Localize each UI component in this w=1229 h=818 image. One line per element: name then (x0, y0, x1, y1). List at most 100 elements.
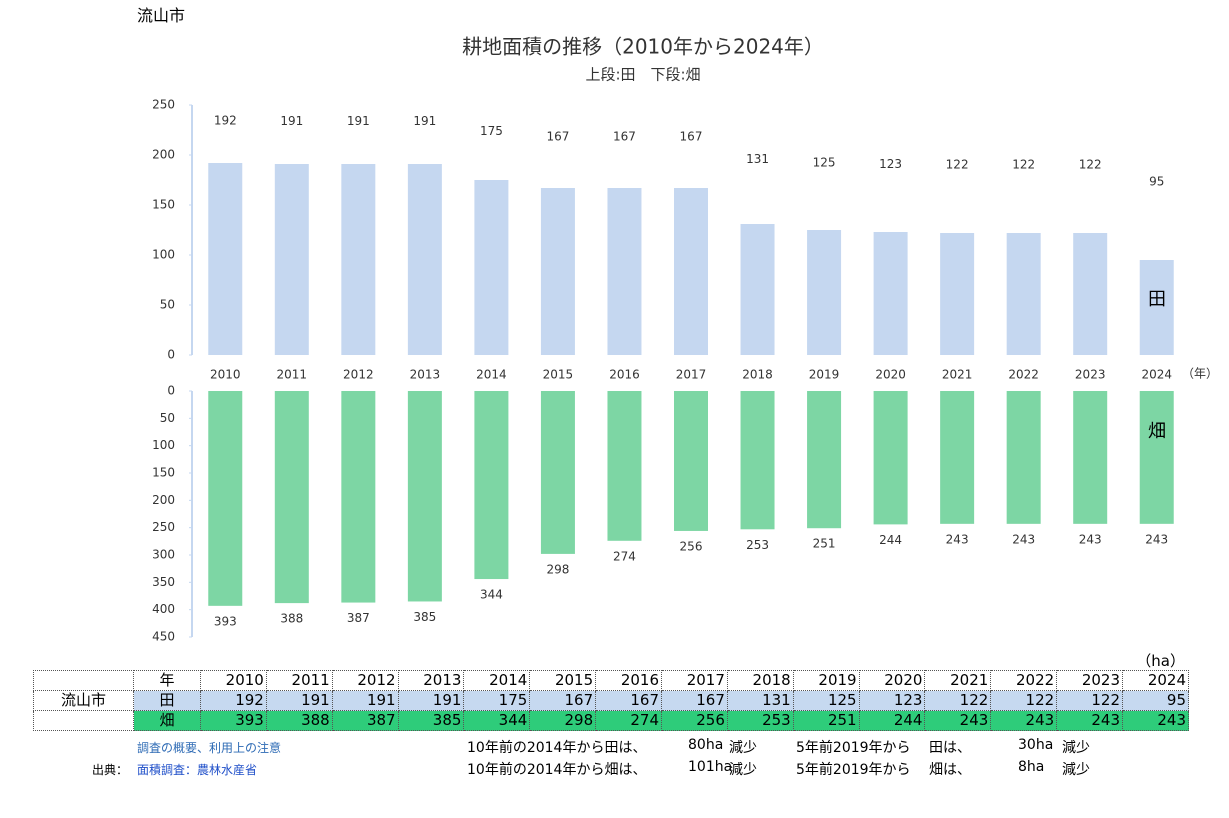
city-label: 流山市 (137, 6, 186, 25)
data-label: 191 (347, 114, 370, 128)
bar (208, 391, 243, 606)
data-row: 流山市田 192 191 191 191 175 167 167 167 131 125 123 122… (33, 690, 1189, 711)
x-tick-label: 2019 (809, 368, 840, 382)
year-cell: 2016 (595, 670, 663, 691)
data-label: 125 (813, 156, 836, 170)
y-tick-label: 50 (160, 298, 175, 312)
data-label: 122 (1079, 158, 1102, 172)
data-table: 年 2010 2011 2012 2013 2014 2015 2016 2017 2018 201… (33, 670, 1189, 731)
x-tick-label: 2024 (1141, 368, 1172, 382)
summary-text: 5年前2019年から (796, 740, 911, 756)
bar (540, 188, 575, 355)
bar (674, 391, 708, 531)
summary-text: 30ha (1018, 737, 1054, 753)
data-label: 256 (680, 539, 703, 553)
data-label: 385 (413, 610, 436, 624)
value-cell: 191 (331, 690, 399, 711)
data-label: 191 (280, 114, 303, 128)
value-cell: 253 (726, 710, 794, 731)
data-label: 191 (413, 114, 436, 128)
y-tick-label: 450 (152, 630, 175, 644)
bar (274, 164, 309, 355)
year-cell: 2019 (792, 670, 860, 691)
summary-text: 101ha (688, 759, 733, 775)
x-tick-label: 2020 (875, 368, 906, 382)
value-cell: 167 (661, 690, 728, 711)
value-cell: 122 (924, 690, 992, 711)
series-label: 畑 (1148, 421, 1166, 442)
source-link[interactable]: 面積調査：農林水産省 (137, 763, 258, 777)
data-label: 167 (680, 129, 703, 143)
y-tick-label: 0 (167, 384, 175, 398)
bar (607, 188, 642, 355)
value-cell: 244 (858, 710, 926, 731)
value-cell: 131 (726, 690, 794, 711)
bar (807, 391, 842, 529)
bar (274, 391, 309, 604)
year-cell: 2015 (529, 670, 597, 691)
y-tick-label: 200 (152, 148, 175, 162)
data-label: 122 (1012, 158, 1035, 172)
y-tick-label: 100 (152, 438, 175, 452)
bar (1139, 391, 1174, 524)
data-label: 344 (480, 588, 503, 602)
bar (1139, 260, 1174, 355)
bar (740, 391, 775, 530)
x-unit: （年） (1182, 367, 1218, 381)
value-cell: 388 (265, 710, 333, 731)
year-cell: 2011 (265, 670, 333, 691)
data-label: 298 (546, 562, 569, 576)
empty-cell (33, 670, 134, 691)
overview-link[interactable]: 調査の概要、利用上の注意 (137, 741, 282, 755)
summary-text: 畑は、 (929, 762, 971, 778)
summary-text: 5年前2019年から (796, 762, 911, 778)
data-label: 243 (1012, 532, 1035, 546)
city-cell: 流山市 (33, 690, 134, 711)
y-tick-label: 100 (152, 248, 175, 262)
data-label: 122 (946, 158, 969, 172)
data-label: 244 (879, 533, 902, 547)
year-cell: 2024 (1122, 670, 1189, 691)
bar (607, 391, 642, 541)
value-cell: 175 (463, 690, 531, 711)
value-cell: 192 (200, 690, 267, 711)
x-tick-label: 2014 (476, 368, 507, 382)
year-cell: 2013 (397, 670, 465, 691)
x-tick-label: 2015 (543, 368, 574, 382)
y-tick-label: 0 (167, 348, 175, 362)
value-cell: 274 (595, 710, 663, 731)
value-cell: 385 (397, 710, 465, 731)
data-label: 243 (946, 532, 969, 546)
bar (208, 163, 243, 355)
bar (873, 232, 908, 355)
value-cell: 123 (858, 690, 926, 711)
year-cell: 2023 (1056, 670, 1124, 691)
year-cell: 2018 (726, 670, 794, 691)
data-label: 274 (613, 549, 636, 563)
bar (940, 233, 975, 355)
y-tick-label: 150 (152, 198, 175, 212)
value-cell: 122 (1056, 690, 1124, 711)
value-cell: 344 (463, 710, 531, 731)
value-cell: 167 (595, 690, 663, 711)
bar (341, 391, 376, 603)
y-tick-label: 50 (160, 411, 175, 425)
summary-text: 10年前の2014年から畑は、 (467, 762, 647, 778)
y-tick-label: 200 (152, 493, 175, 507)
data-label: 192 (214, 114, 237, 128)
type-cell: 畑 (133, 710, 201, 731)
data-label: 393 (214, 614, 237, 628)
city-cell (33, 710, 134, 731)
data-label: 167 (546, 129, 569, 143)
value-cell: 125 (792, 690, 860, 711)
value-cell: 95 (1122, 690, 1189, 711)
bar (940, 391, 975, 524)
bar (474, 180, 509, 355)
y-tick-label: 250 (152, 520, 175, 534)
summary-text: 減少 (1062, 740, 1090, 756)
y-tick-label: 300 (152, 548, 175, 562)
bar (674, 188, 708, 355)
x-tick-label: 2016 (609, 368, 640, 382)
header-label: 年 (133, 670, 201, 691)
data-label: 167 (613, 129, 636, 143)
